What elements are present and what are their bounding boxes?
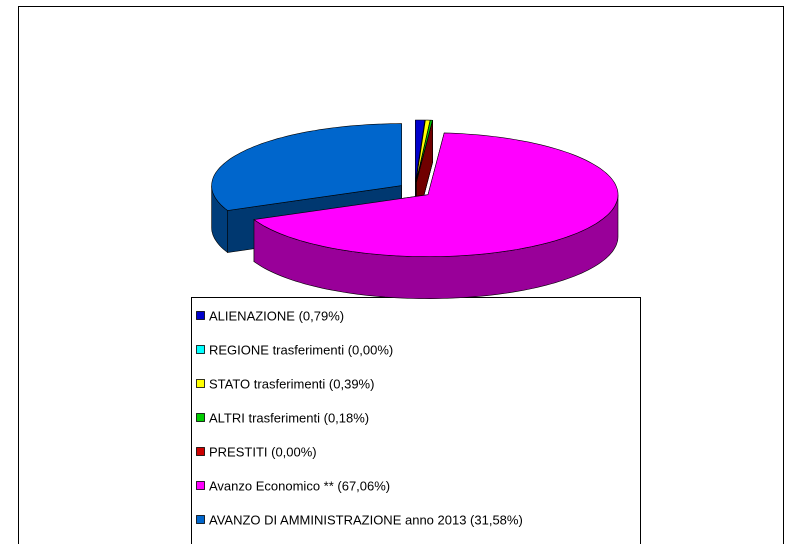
legend-swatch — [196, 311, 205, 320]
legend-label: ALTRI trasferimenti (0,18%) — [209, 410, 369, 425]
legend-box — [191, 297, 641, 544]
legend-swatch — [196, 481, 205, 490]
legend-swatch — [196, 413, 205, 422]
legend-swatch — [196, 515, 205, 524]
slice — [211, 123, 402, 211]
legend-label: STATO trasferimenti (0,39%) — [209, 376, 374, 391]
legend-swatch — [196, 379, 205, 388]
legend-label: Avanzo Economico ** (67,06%) — [209, 478, 390, 493]
legend-label: REGIONE trasferimenti (0,00%) — [209, 342, 393, 357]
legend-swatch — [196, 345, 205, 354]
slice — [415, 119, 426, 183]
slice — [416, 120, 433, 183]
legend-label: ALIENAZIONE (0,79%) — [209, 308, 344, 323]
legend-label: PRESTITI (0,00%) — [209, 444, 317, 459]
slice — [253, 132, 619, 258]
legend-label: AVANZO DI AMMINISTRAZIONE anno 2013 (31,… — [209, 512, 523, 527]
legend-swatch — [196, 447, 205, 456]
